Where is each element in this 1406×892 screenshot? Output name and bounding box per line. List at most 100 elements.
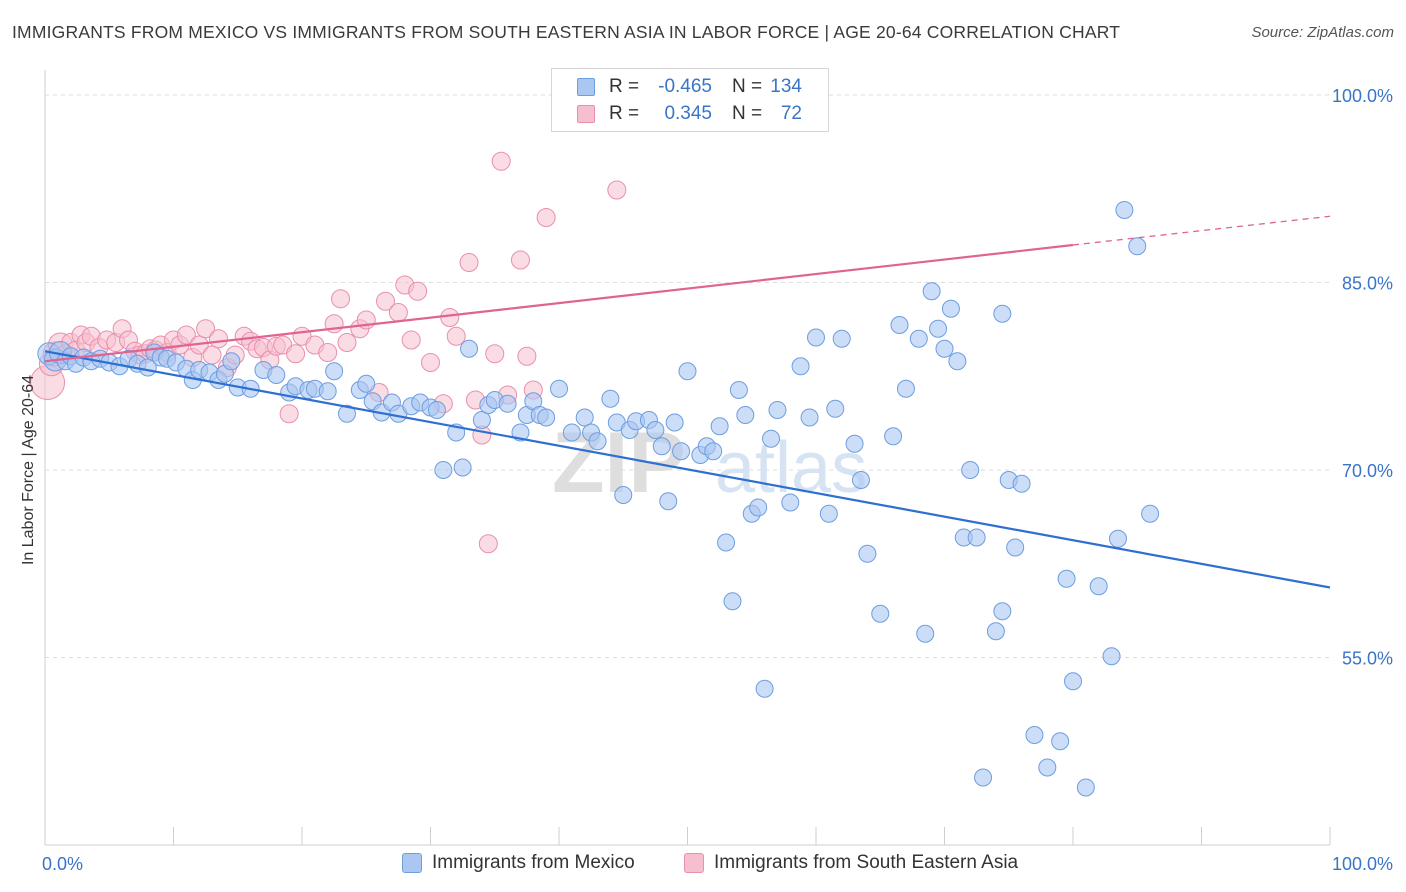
series-south-eastern-asia — [30, 91, 704, 554]
mexico-point — [819, 504, 838, 523]
n-label: N = — [732, 76, 763, 97]
sea-point — [286, 344, 306, 364]
trend-lines — [44, 215, 1331, 589]
mexico-point — [646, 421, 665, 439]
mexico-point — [736, 406, 755, 424]
mexico-point — [1025, 726, 1044, 744]
mexico-point — [1108, 529, 1127, 548]
r-label: R = — [609, 103, 640, 124]
mexico-point — [472, 411, 491, 429]
mexico-point — [845, 434, 864, 453]
mexico-point — [665, 413, 684, 432]
r-value-sea: 0.345 — [664, 103, 712, 124]
sea-point — [331, 289, 351, 309]
mexico-point — [550, 379, 568, 398]
axes — [44, 70, 1331, 846]
mexico-point — [922, 282, 941, 301]
n-label: N = — [732, 103, 763, 124]
y-tick-label: 100.0% — [1332, 86, 1393, 106]
mexico-point — [318, 382, 337, 401]
chart-title: IMMIGRANTS FROM MEXICO VS IMMIGRANTS FRO… — [12, 22, 1121, 42]
mexico-point — [993, 304, 1012, 323]
mexico-point — [851, 471, 870, 489]
sea-point — [485, 344, 505, 364]
mexico-point — [672, 442, 691, 461]
sea-point — [279, 404, 299, 424]
sea-point — [388, 303, 408, 322]
mexico-legend-swatch — [402, 853, 422, 873]
mexico-point — [1076, 778, 1095, 797]
mexico-point — [1115, 201, 1134, 219]
y-tick-label: 55.0% — [1342, 649, 1393, 669]
series-legend: Immigrants from Mexico Immigrants from S… — [0, 850, 1406, 878]
sea-trend-extension — [1072, 215, 1331, 246]
sea-point — [376, 291, 396, 311]
legend-label-mexico: Immigrants from Mexico — [432, 852, 635, 873]
mexico-point — [427, 401, 446, 419]
mexico-point — [1051, 732, 1070, 751]
mexico-point — [807, 328, 825, 347]
sea-point — [176, 325, 196, 345]
sea-point — [510, 250, 530, 270]
mexico-point — [749, 498, 768, 517]
tick-labels: 55.0% 70.0% 85.0% 100.0% 0.0% 100.0% — [42, 86, 1393, 874]
sea-point — [491, 151, 511, 171]
mexico-point — [762, 429, 781, 448]
mexico-point — [896, 379, 915, 398]
sea-point — [607, 180, 627, 200]
series-mexico — [37, 201, 1160, 797]
sea-point — [517, 346, 537, 366]
mexico-point — [961, 461, 980, 479]
mexico-trend-line — [44, 350, 1331, 589]
sea-legend-swatch — [684, 853, 704, 873]
sea-point — [459, 253, 479, 272]
mexico-point — [1102, 647, 1121, 666]
mexico-point — [498, 394, 517, 413]
mexico-point — [916, 624, 935, 643]
mexico-point — [678, 362, 697, 381]
mexico-point — [890, 316, 909, 334]
mexico-point — [1006, 538, 1025, 557]
mexico-point — [1089, 577, 1108, 596]
mexico-point — [614, 486, 633, 504]
n-value-mexico: 134 — [770, 76, 802, 97]
mexico-point — [601, 389, 620, 408]
mexico-point — [826, 399, 845, 418]
mexico-point — [993, 602, 1012, 621]
mexico-point — [1064, 672, 1082, 691]
mexico-point — [537, 408, 556, 427]
r-label: R = — [609, 76, 640, 97]
mexico-point — [1057, 569, 1076, 588]
mexico-point — [717, 533, 736, 552]
sea-swatch — [577, 105, 595, 123]
mexico-point — [1141, 504, 1160, 523]
mexico-point — [871, 604, 890, 623]
mexico-point — [800, 408, 819, 427]
source-credit: Source: ZipAtlas.com — [1251, 24, 1394, 41]
sea-point — [446, 326, 466, 346]
sea-point — [440, 308, 460, 327]
mexico-point — [832, 329, 851, 348]
mexico-point — [434, 461, 453, 479]
x-tick-label: 100.0% — [1332, 854, 1393, 874]
mexico-point — [884, 427, 903, 446]
mexico-point — [357, 374, 376, 393]
mexico-point — [1038, 758, 1057, 777]
mexico-point — [710, 417, 729, 436]
mexico-point — [453, 458, 472, 477]
y-tick-label: 70.0% — [1342, 461, 1393, 481]
sea-trend-line — [44, 243, 1074, 363]
mexico-point — [588, 432, 607, 451]
mexico-point — [941, 299, 960, 318]
mexico-point — [755, 679, 774, 698]
sea-point — [202, 345, 222, 365]
sea-point — [208, 329, 228, 349]
mexico-point — [791, 357, 810, 376]
mexico-point — [948, 352, 967, 371]
mexico-point — [929, 319, 948, 338]
mexico-point — [511, 423, 530, 442]
mexico-point — [935, 339, 954, 358]
n-value-sea: 72 — [780, 103, 802, 124]
sea-point — [408, 281, 428, 301]
